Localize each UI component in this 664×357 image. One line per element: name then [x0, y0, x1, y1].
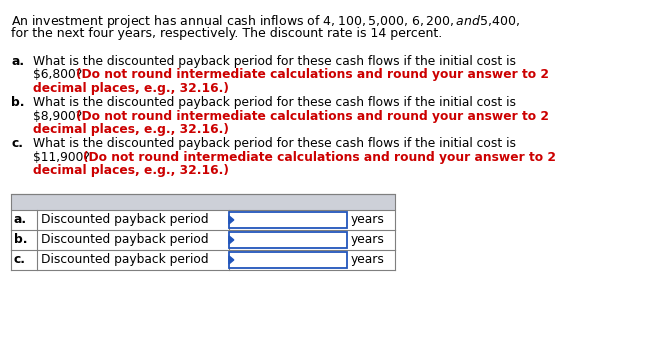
Text: b.: b.: [14, 233, 27, 246]
Text: Discounted payback period: Discounted payback period: [41, 213, 208, 226]
Text: years: years: [351, 233, 385, 246]
Text: decimal places, e.g., 32.16.): decimal places, e.g., 32.16.): [33, 82, 229, 95]
Text: a.: a.: [11, 55, 24, 68]
Polygon shape: [229, 216, 234, 224]
Text: An investment project has annual cash inflows of $4,100, $5,000, $6,200, and $5,: An investment project has annual cash in…: [11, 13, 520, 30]
Bar: [11, 210, 395, 230]
Text: What is the discounted payback period for these cash flows if the initial cost i: What is the discounted payback period fo…: [33, 96, 516, 109]
Text: decimal places, e.g., 32.16.): decimal places, e.g., 32.16.): [33, 164, 229, 177]
Text: $8,900?: $8,900?: [33, 110, 82, 122]
Text: c.: c.: [14, 253, 26, 266]
Text: years: years: [351, 213, 385, 226]
Text: Discounted payback period: Discounted payback period: [41, 233, 208, 246]
Text: decimal places, e.g., 32.16.): decimal places, e.g., 32.16.): [33, 123, 229, 136]
Bar: [11, 194, 395, 210]
Polygon shape: [229, 236, 234, 244]
Polygon shape: [229, 256, 234, 264]
Bar: [229, 252, 347, 268]
Text: (Do not round intermediate calculations and round your answer to 2: (Do not round intermediate calculations …: [83, 151, 556, 164]
Text: b.: b.: [11, 96, 25, 109]
Text: (Do not round intermediate calculations and round your answer to 2: (Do not round intermediate calculations …: [76, 68, 549, 81]
Text: c.: c.: [11, 137, 23, 150]
Text: $11,900?: $11,900?: [33, 151, 90, 164]
Text: Discounted payback period: Discounted payback period: [41, 253, 208, 266]
Text: $6,800?: $6,800?: [33, 68, 82, 81]
Bar: [11, 250, 395, 270]
Text: What is the discounted payback period for these cash flows if the initial cost i: What is the discounted payback period fo…: [33, 55, 516, 68]
Bar: [229, 212, 347, 228]
Bar: [11, 230, 395, 250]
Text: years: years: [351, 253, 385, 266]
Text: (Do not round intermediate calculations and round your answer to 2: (Do not round intermediate calculations …: [76, 110, 549, 122]
Text: for the next four years, respectively. The discount rate is 14 percent.: for the next four years, respectively. T…: [11, 26, 442, 40]
Text: a.: a.: [14, 213, 27, 226]
Text: What is the discounted payback period for these cash flows if the initial cost i: What is the discounted payback period fo…: [33, 137, 516, 150]
Bar: [229, 232, 347, 248]
